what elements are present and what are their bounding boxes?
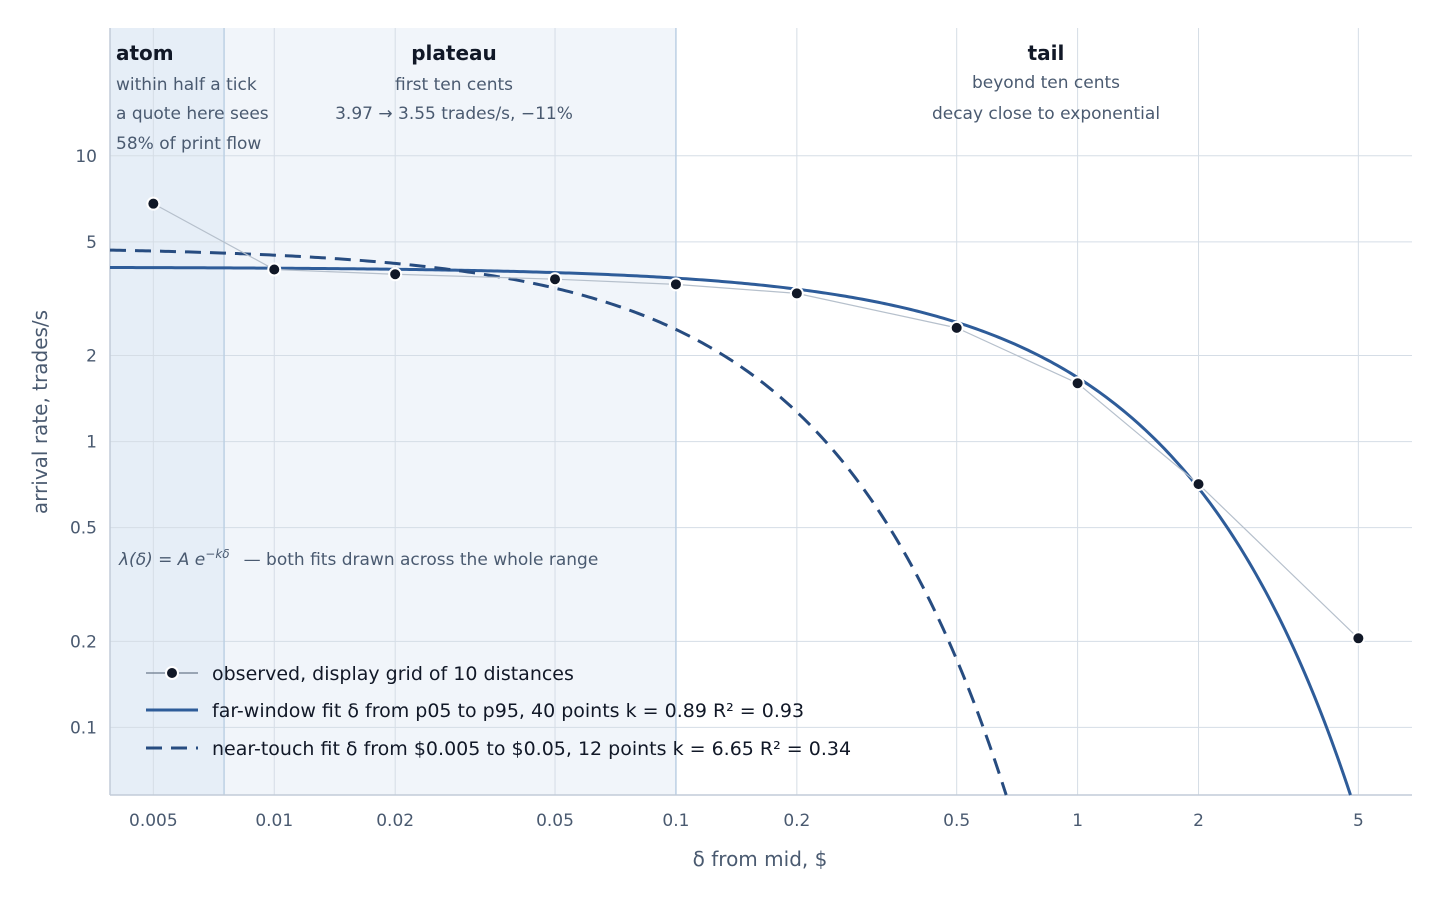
x-tick-label: 0.05	[536, 811, 574, 831]
y-tick-label: 5	[86, 233, 97, 253]
legend-item-near: near-touch fit δ from $0.005 to $0.05, 1…	[146, 738, 851, 760]
x-tick-label: 2	[1193, 811, 1204, 831]
legend-label: near-touch fit δ from $0.005 to $0.05, 1…	[212, 738, 851, 760]
observed-point	[949, 320, 964, 335]
observed-connector-line	[153, 203, 1359, 639]
region-note-plateau: 3.97 → 3.55 trades/s, −11%	[335, 104, 573, 124]
region-note-plateau: first ten cents	[395, 75, 513, 95]
observed-point	[146, 196, 161, 211]
observed-series	[146, 196, 1366, 646]
region-title-plateau: plateau	[411, 41, 497, 65]
y-axis-title: arrival rate, trades/s	[28, 310, 52, 514]
legend: observed, display grid of 10 distances fa…	[146, 663, 851, 760]
region-annotations: atom within half a tick a quote here sees 5…	[116, 41, 1160, 570]
y-tick-label: 0.5	[70, 519, 97, 539]
region-title-tail: tail	[1028, 41, 1065, 65]
observed-point	[267, 262, 282, 277]
x-tick-label: 0.1	[662, 811, 689, 831]
y-tick-label: 1	[86, 433, 97, 453]
y-tick-label: 0.2	[70, 632, 97, 652]
observed-point	[1191, 477, 1206, 492]
near-touch-fit-line	[109, 248, 1008, 796]
region-note-atom: within half a tick	[116, 75, 257, 95]
region-title-atom: atom	[116, 41, 174, 65]
x-tick-label: 0.5	[943, 811, 970, 831]
x-tick-label: 0.2	[783, 811, 810, 831]
legend-swatch-point	[165, 666, 179, 680]
tick-labels: 0.005 0.01 0.02 0.05 0.1 0.2 0.5 1 2 5 0.1 0.2 0.5 1 2…	[70, 147, 1364, 831]
x-tick-label: 0.005	[129, 811, 178, 831]
fit-curves	[109, 248, 1352, 796]
region-note-tail: decay close to exponential	[932, 104, 1160, 124]
x-tick-label: 0.02	[376, 811, 414, 831]
region-note-tail: beyond ten cents	[972, 73, 1120, 93]
legend-item-observed: observed, display grid of 10 distances	[146, 663, 574, 685]
observed-point	[1351, 631, 1366, 646]
legend-label: observed, display grid of 10 distances	[212, 663, 574, 685]
observed-point	[548, 272, 563, 287]
y-tick-label: 2	[86, 347, 97, 367]
x-tick-label: 0.01	[255, 811, 293, 831]
observed-point	[388, 267, 403, 282]
observed-point	[1070, 376, 1085, 391]
formula-note: λ(δ) = A e−kδ — both fits drawn across th…	[118, 547, 598, 570]
region-boundaries	[223, 28, 677, 795]
region-note-atom: a quote here sees	[116, 104, 269, 124]
far-window-fit-line	[109, 266, 1352, 796]
legend-item-far: far-window fit δ from p05 to p95, 40 poi…	[146, 700, 804, 722]
x-tick-label: 5	[1353, 811, 1364, 831]
y-tick-label: 0.1	[70, 718, 97, 738]
x-tick-label: 1	[1072, 811, 1083, 831]
axes	[109, 28, 1412, 796]
region-note-atom: 58% of print flow	[116, 134, 261, 154]
x-axis-title: δ from mid, $	[693, 847, 828, 871]
y-tick-label: 10	[75, 147, 97, 167]
observed-point	[668, 277, 683, 292]
legend-label: far-window fit δ from p05 to p95, 40 poi…	[212, 700, 804, 722]
observed-point	[789, 286, 804, 301]
